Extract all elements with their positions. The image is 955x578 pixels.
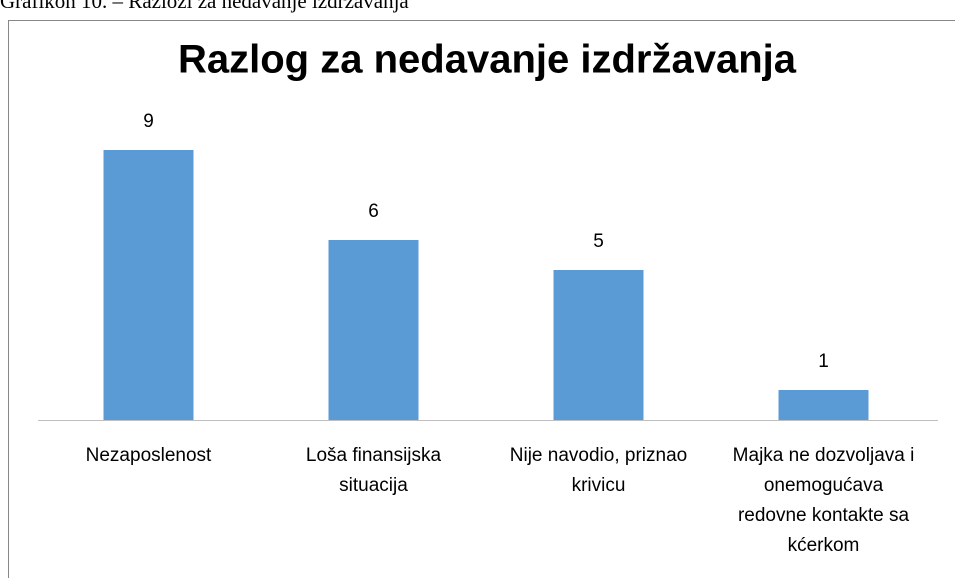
bar	[553, 270, 644, 420]
bar	[328, 240, 419, 420]
x-tick-label: Loša finansijska situacija	[305, 445, 442, 496]
value-label: 6	[368, 201, 379, 222]
caption: Grafikon 10. – Razlozi za nedavanje izdr…	[0, 0, 409, 13]
value-label: 9	[143, 111, 154, 132]
x-tick-label: Nezaposlenost	[85, 445, 212, 466]
x-tick-label: Nije navodio, priznao krivicu	[509, 445, 688, 496]
chart-title: Razlog za nedavanje izdržavanja	[178, 38, 797, 82]
chart-border	[8, 20, 955, 578]
value-label: 5	[593, 231, 604, 252]
bar	[103, 150, 194, 420]
bar	[778, 390, 869, 420]
value-label: 1	[818, 351, 829, 372]
x-tick-label: Majka ne dozvoljava i onemogućava redovn…	[732, 445, 915, 556]
